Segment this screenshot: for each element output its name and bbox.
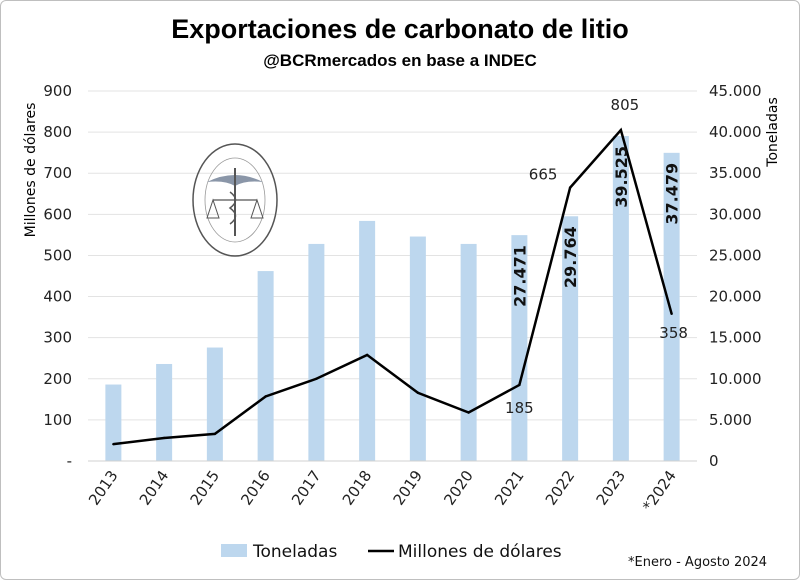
y-tick-right: 35.000 — [709, 164, 762, 182]
legend-label-millones: Millones de dólares — [398, 542, 562, 562]
bar-data-label: 27.471 — [510, 245, 529, 307]
line-data-label: 665 — [529, 166, 558, 184]
y-tick-left: 700 — [43, 164, 72, 182]
bcr-logo-watermark — [192, 143, 278, 257]
bar-toneladas — [308, 243, 325, 461]
y-tick-right: 45.000 — [709, 82, 762, 100]
bar-data-label: 37.479 — [663, 163, 682, 225]
y-axis-right-label: Toneladas — [765, 97, 781, 167]
line-point — [467, 411, 470, 414]
y-tick-right: 15.000 — [709, 329, 762, 347]
y-tick-left: 500 — [43, 246, 72, 264]
y-tick-left: 900 — [43, 82, 72, 100]
line-point — [416, 391, 420, 394]
bar-toneladas — [612, 136, 629, 461]
bar-toneladas — [409, 236, 426, 461]
legend: Toneladas Millones de dólares — [221, 542, 562, 562]
y-tick-right: 0 — [709, 452, 719, 470]
x-tick: 2014 — [136, 467, 173, 509]
bar-toneladas — [105, 384, 122, 461]
y-tick-right: 10.000 — [709, 370, 762, 388]
line-millones — [113, 127, 673, 446]
y-tick-right: 25.000 — [709, 246, 762, 264]
y-tick-right: 30.000 — [709, 205, 762, 223]
x-tick: 2013 — [85, 467, 122, 509]
y-tick-left: - — [67, 452, 72, 470]
bar-data-label: 39.525 — [612, 146, 631, 208]
footnote: *Enero - Agosto 2024 — [628, 555, 767, 570]
y-tick-left: 600 — [43, 205, 72, 223]
x-tick: 2017 — [288, 467, 325, 509]
x-tick: 2015 — [187, 467, 224, 509]
line-point — [264, 395, 267, 398]
x-tick: 2019 — [390, 467, 427, 509]
bar-toneladas — [562, 216, 579, 461]
line-data-label: 185 — [505, 399, 534, 417]
y-tick-left: 400 — [43, 288, 72, 306]
y-tick-right: 40.000 — [709, 123, 762, 141]
chart-subtitle: @BCRmercados en base a INDEC — [263, 51, 537, 70]
line-point — [162, 436, 166, 440]
x-tick: *2024 — [639, 467, 680, 515]
x-tick: 2021 — [491, 467, 528, 509]
line-data-label: 805 — [611, 96, 640, 114]
line-point — [213, 432, 217, 436]
line-point — [619, 128, 623, 132]
line-point — [568, 186, 572, 189]
line-point — [670, 312, 673, 316]
x-tick: 2020 — [440, 467, 477, 509]
x-tick: 2022 — [542, 467, 579, 509]
y-tick-right: 5.000 — [709, 411, 752, 429]
line-point — [112, 442, 115, 446]
y-axis-left-label: Millones de dólares — [23, 103, 39, 238]
x-tick: 2018 — [339, 467, 376, 509]
y-tick-left: 300 — [43, 329, 72, 347]
bar-toneladas — [257, 271, 274, 461]
line-point — [365, 353, 369, 357]
line-point — [518, 383, 521, 387]
y-tick-left: 100 — [43, 411, 72, 429]
bar-toneladas — [359, 220, 376, 461]
y-tick-left: 800 — [43, 123, 72, 141]
y-tick-right: 20.000 — [709, 288, 762, 306]
bar-toneladas — [156, 363, 173, 461]
chart-title: Exportaciones de carbonato de litio — [171, 14, 629, 44]
bar-data-label: 29.764 — [561, 226, 580, 288]
bar-toneladas — [511, 235, 528, 461]
legend-label-toneladas: Toneladas — [252, 542, 337, 562]
x-tick: 2023 — [593, 467, 630, 509]
line-point — [315, 377, 318, 380]
bar-toneladas — [460, 243, 477, 461]
bar-toneladas — [663, 152, 680, 461]
bar-toneladas — [206, 347, 223, 461]
y-tick-left: 200 — [43, 370, 72, 388]
line-data-label: 358 — [659, 324, 688, 342]
legend-swatch-toneladas — [221, 544, 247, 557]
x-tick: 2016 — [237, 467, 274, 509]
